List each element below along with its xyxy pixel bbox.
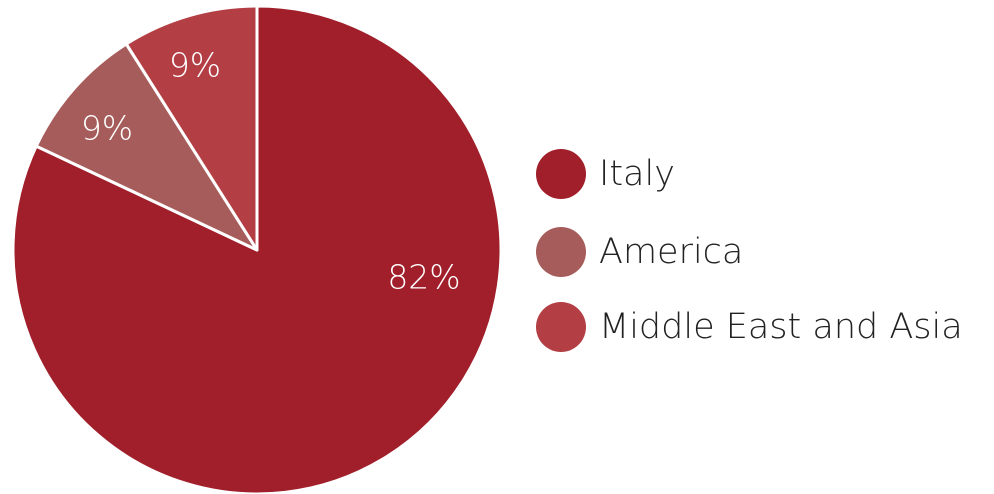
legend-item-middle-east-and-asia: Middle East and Asia <box>536 302 963 352</box>
legend-swatch <box>536 302 586 352</box>
pie-slices <box>11 4 503 494</box>
legend-item-america: America <box>536 227 743 277</box>
pie-slice-middle-east-and-asia <box>124 4 259 252</box>
pie-slice-labels: 82% 9% 9% <box>81 46 461 297</box>
legend-swatch <box>536 149 586 199</box>
slice-label-italy: 82% <box>387 258 460 297</box>
slice-label-america: 9% <box>81 109 133 148</box>
slice-label-middle-east-and-asia: 9% <box>169 46 221 85</box>
legend-item-italy: Italy <box>536 149 675 199</box>
legend-label: America <box>599 232 743 272</box>
legend: Italy America Middle East and Asia <box>536 149 963 352</box>
legend-swatch <box>536 227 586 277</box>
pie-slice-america <box>34 42 259 252</box>
legend-label: Italy <box>599 154 675 194</box>
legend-label: Middle East and Asia <box>599 307 963 347</box>
